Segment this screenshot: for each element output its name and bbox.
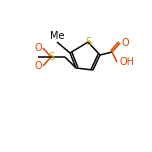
Text: O: O bbox=[34, 61, 42, 71]
Text: OH: OH bbox=[119, 57, 134, 67]
Text: O: O bbox=[122, 38, 130, 48]
Text: S: S bbox=[85, 37, 91, 47]
Text: S: S bbox=[48, 52, 54, 62]
Text: Me: Me bbox=[50, 31, 64, 41]
Text: O: O bbox=[34, 43, 42, 53]
